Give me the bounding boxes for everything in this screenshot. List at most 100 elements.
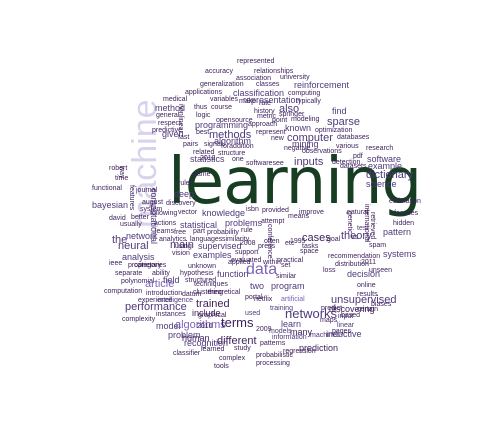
cloud-word: system <box>140 206 163 213</box>
cloud-word: university <box>280 74 310 81</box>
cloud-word: known <box>285 123 312 133</box>
cloud-word: online <box>357 282 376 289</box>
cloud-word: history <box>254 108 275 115</box>
cloud-word: statistical <box>180 220 218 230</box>
cloud-word: learns <box>155 228 175 235</box>
cloud-word: unknown <box>188 263 217 270</box>
cloud-word: features <box>128 185 135 211</box>
cloud-word: information <box>272 334 307 341</box>
cloud-word: bayesian <box>92 200 129 210</box>
cloud-word: ability <box>152 270 170 277</box>
cloud-word: biases <box>371 301 392 308</box>
cloud-word: set <box>281 262 291 269</box>
cloud-word: time <box>115 175 129 182</box>
cloud-word: various <box>336 143 359 150</box>
cloud-word: distribution <box>335 261 369 268</box>
cloud-word: datum <box>182 291 202 298</box>
cloud-word: within <box>263 259 281 266</box>
cloud-word: proprietary <box>128 262 162 269</box>
cloud-word: goal <box>327 236 341 243</box>
cloud-word: rate <box>259 100 272 107</box>
cloud-word: space <box>300 248 319 255</box>
cloud-word: science <box>366 179 397 189</box>
cloud-word: best <box>196 129 210 136</box>
cloud-word: recommendation <box>328 253 381 260</box>
cloud-word: program <box>271 281 305 291</box>
cloud-word: fast <box>178 134 190 141</box>
cloud-word: improve <box>299 209 324 216</box>
cloud-word: sparse <box>327 116 361 128</box>
cloud-word: performance <box>125 301 187 313</box>
cloud-word: discovering <box>329 304 375 314</box>
cloud-word: optimization <box>315 127 353 134</box>
cloud-word: general <box>156 112 180 119</box>
cloud-word: artificial <box>281 296 305 303</box>
cloud-word: journal <box>136 187 158 194</box>
cloud-word: usually <box>120 221 142 228</box>
cloud-word: reinforcement <box>294 80 350 90</box>
cloud-word: support <box>235 249 259 256</box>
cloud-word: similarity <box>222 236 250 243</box>
cloud-word: pairs <box>183 141 199 148</box>
cloud-word: analysis <box>122 252 155 262</box>
cloud-word: supervised <box>198 241 242 251</box>
cloud-word: variables <box>210 96 239 103</box>
cloud-word: provided <box>262 207 289 214</box>
cloud-word: association <box>236 75 272 82</box>
cloud-word: new <box>271 135 284 142</box>
cloud-word: dictionary <box>366 169 414 181</box>
cloud-word: results <box>357 291 378 298</box>
cloud-word: two <box>250 281 265 291</box>
cloud-word: rule <box>241 227 253 234</box>
cloud-word: clustering <box>193 289 223 296</box>
cloud-word: software <box>367 154 402 164</box>
cloud-word: theory <box>341 230 372 242</box>
cloud-word: computation <box>104 288 143 295</box>
cloud-word: computing <box>288 90 321 97</box>
cloud-word: classes <box>256 81 280 88</box>
cloud-word: often <box>264 238 280 245</box>
cloud-word: structure <box>218 150 246 157</box>
cloud-word: better <box>131 214 149 221</box>
cloud-word: natural <box>347 209 369 216</box>
cloud-word: related <box>193 149 215 156</box>
cloud-word: foraddition <box>221 143 254 150</box>
cloud-word: study <box>234 345 251 352</box>
cloud-word: separate <box>115 270 143 277</box>
cloud-word: graphical <box>198 312 227 319</box>
hero-word-learning: learning <box>168 145 422 219</box>
cloud-word: techniques <box>194 281 228 288</box>
cloud-word: inductive <box>326 329 362 339</box>
cloud-word: trained <box>196 298 230 310</box>
cloud-word: accuracy <box>205 68 234 75</box>
cloud-word: methods <box>209 129 252 141</box>
cloud-word: relationships <box>254 68 294 75</box>
cloud-word: main <box>170 239 194 251</box>
cloud-word: approach <box>248 121 278 128</box>
cloud-word: algorithm <box>214 136 252 146</box>
cloud-word: example <box>368 161 403 171</box>
cloud-word: decision <box>347 269 381 279</box>
cloud-word: complexity <box>122 316 156 323</box>
cloud-word: attempt <box>261 218 285 225</box>
cloud-word: recognition <box>184 338 229 348</box>
cloud-word: introduction <box>146 290 183 297</box>
cloud-word: model <box>156 321 181 331</box>
cloud-word: databases <box>337 134 370 141</box>
cloud-word: probabilistic <box>256 352 293 359</box>
cloud-word: discovery <box>166 200 196 207</box>
cloud-word: isbn <box>246 206 259 213</box>
cloud-word: spam <box>369 242 387 249</box>
cloud-word: intelligence <box>158 297 194 304</box>
cloud-word: classification <box>233 88 285 98</box>
cloud-word: field <box>163 275 180 285</box>
cloud-word: method <box>155 103 186 113</box>
cloud-word: vs <box>351 234 358 241</box>
cloud-word: typically <box>296 98 321 105</box>
cloud-word: game <box>193 171 211 178</box>
cloud-word: function <box>217 269 249 279</box>
cloud-word: netflix <box>254 296 273 303</box>
cloud-word: robert <box>109 165 128 172</box>
cloud-word: datasets <box>340 163 367 170</box>
